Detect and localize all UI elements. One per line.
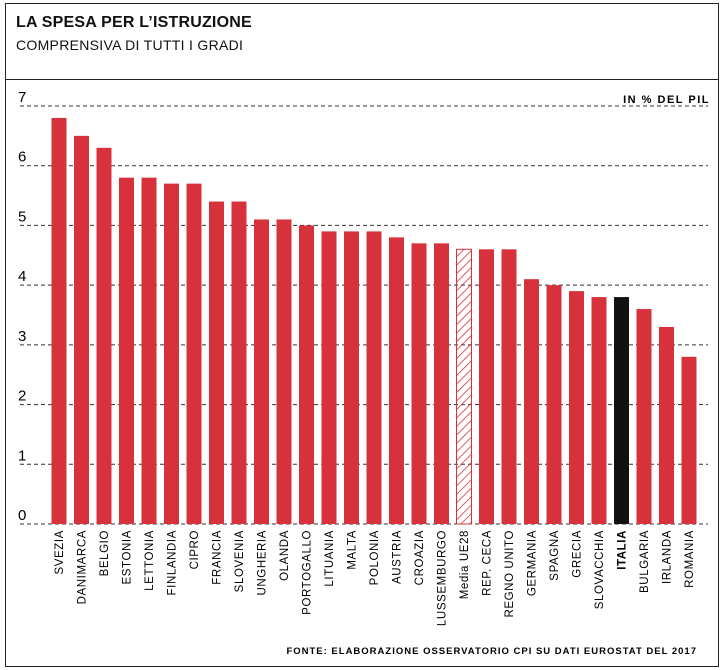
x-tick-label: LUSSEMBURGO [437,530,449,626]
y-tick-label: 2 [18,388,26,405]
bar-ungheria [254,219,269,524]
bar-germania [524,279,539,524]
bar-belgio [96,147,112,525]
bar-polonia [366,231,382,524]
bar-lettonia [141,177,157,524]
bar-finlandia [164,183,179,524]
x-tick-label: ESTONIA [122,530,134,584]
y-tick-label: 6 [18,149,26,166]
bar-spagna [546,285,562,524]
x-tick-label: GERMANIA [527,530,539,596]
bar-lussemburgo [434,243,449,525]
y-tick-label: 1 [18,447,26,464]
x-tick-label: OLANDA [279,530,291,581]
bar-olanda [276,219,292,524]
bar-cipro [186,183,202,524]
x-tick-label: DANIMARCA [77,530,89,604]
bar-slovacchia [591,297,607,524]
bar-francia [209,201,224,525]
bars [51,117,697,525]
bar-croazia [411,243,427,525]
y-tick-label: 5 [18,208,26,225]
x-tick-label: MALTA [347,530,359,570]
bar-slovenia [231,201,247,525]
x-tick-label: UNGHERIA [257,530,269,596]
unit-label: IN % DEL PIL [623,94,710,106]
gridlines: 0 1 2 3 4 5 6 7 [18,89,708,525]
x-tick-label: REGNO UNITO [504,530,516,618]
x-tick-label: GRECIA [572,530,584,578]
bar-media-ue28 [456,248,472,525]
bar-italia [614,297,629,524]
chart-title: LA SPESA PER L’ISTRUZIONE [16,14,252,31]
bar-danimarca [74,135,89,524]
y-tick-label: 3 [18,328,26,345]
x-tick-label: ITALIA [617,530,629,570]
source-note: FONTE: ELABORAZIONE OSSERVATORIO CPI SU … [286,646,697,657]
bar-estonia [119,177,134,524]
y-tick-label: 7 [18,89,26,106]
x-tick-label: POLONIA [369,530,381,585]
x-tick-label: SPAGNA [549,530,561,581]
bar-rep-ceca [479,249,494,525]
bar-bulgaria [636,309,652,524]
x-tick-label: REP. CECA [482,530,494,596]
x-tick-label: PORTOGALLO [302,530,314,615]
x-tick-label: LETTONIA [144,530,156,591]
y-tick-label: 4 [18,268,26,285]
x-tick-label: ROMANIA [684,530,696,588]
x-tick-label: SVEZIA [54,530,66,575]
bar-portogallo [299,225,314,524]
bar-lituania [321,231,337,524]
x-tick-label: CROAZIA [414,530,426,585]
y-tick-label: 0 [18,507,26,524]
x-tick-label: LITUANIA [324,530,336,587]
x-tick-label: SLOVACCHIA [594,530,606,609]
x-tick-label: BULGARIA [639,530,651,593]
x-tick-label: CIPRO [189,530,201,569]
x-tick-label: IRLANDA [662,530,674,584]
x-tick-label: SLOVENIA [234,530,246,592]
x-tick-label: AUSTRIA [392,530,404,584]
chart-subtitle: COMPRENSIVA DI TUTTI I GRADI [16,37,244,53]
bar-regno-unito [501,249,517,525]
chart-header: LA SPESA PER L’ISTRUZIONE COMPRENSIVA DI… [6,4,718,80]
bar-austria [389,237,404,524]
x-tick-label: BELGIO [99,530,111,576]
bar-grecia [569,291,584,524]
bar-romania [681,356,697,524]
x-tick-labels: SVEZIA DANIMARCA BELGIO ESTONIA LETTONIA FINL… [54,530,696,626]
bar-svezia [51,117,67,524]
bar-malta [344,231,359,524]
x-tick-label: Media UE28 [459,530,471,599]
bar-irlanda [659,326,674,524]
x-tick-label: FINLANDIA [167,530,179,595]
x-tick-label: FRANCIA [212,530,224,585]
